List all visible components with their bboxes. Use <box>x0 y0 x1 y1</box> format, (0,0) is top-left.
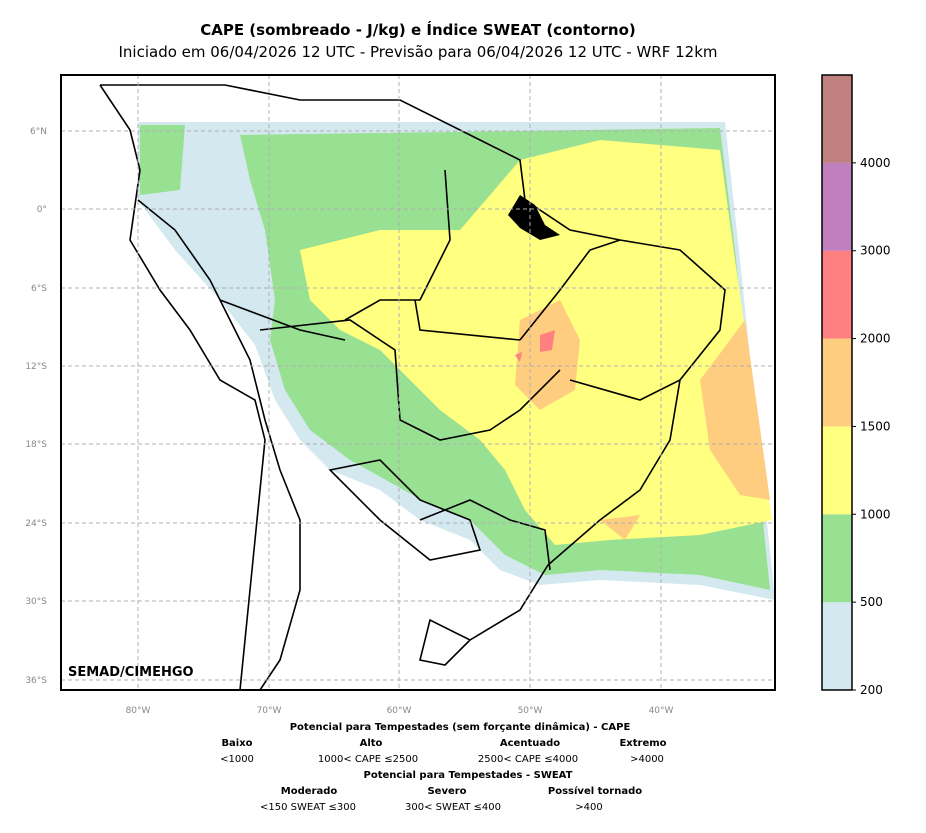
colorbar-tick-label: 200 <box>860 683 883 697</box>
cape-level-range: >4000 <box>630 754 664 765</box>
sweat-level-label: Moderado <box>280 786 338 797</box>
lat-tick: 36°S <box>25 676 47 686</box>
colorbar-tick-label: 1500 <box>860 419 891 433</box>
lon-tick: 40°W <box>649 706 674 716</box>
lat-tick: 6°S <box>31 284 47 294</box>
cape-level-label: Alto <box>359 738 383 749</box>
colorbar-segment <box>822 250 852 339</box>
lat-tick: 0° <box>37 205 47 215</box>
cape-level-label: Acentuado <box>499 738 561 749</box>
sweat-level-range: 300< SWEAT ≤400 <box>404 802 502 813</box>
graticule <box>61 75 775 690</box>
sweat-level-range: <150 SWEAT ≤300 <box>259 802 357 813</box>
lat-tick: 6°N <box>30 127 47 137</box>
lat-tick: 30°S <box>25 597 47 607</box>
cape-level-label: Baixo <box>221 738 253 749</box>
lon-tick-labels: 80°W 70°W 60°W 50°W 40°W <box>126 706 674 716</box>
cape-level-range: <1000 <box>220 754 254 765</box>
figure-subtitle: Iniciado em 06/04/2026 12 UTC - Previsão… <box>118 43 718 61</box>
colorbar-segment <box>822 338 852 427</box>
colorbar-segment <box>822 426 852 515</box>
sweat-legend-title: Potencial para Tempestades - SWEAT <box>363 770 573 781</box>
colorbar-segment <box>822 162 852 251</box>
colorbar-tick-label: 4000 <box>860 156 891 170</box>
sweat-contours-amapa <box>508 195 560 240</box>
lat-tick: 18°S <box>25 440 47 450</box>
figure-title: CAPE (sombreado - J/kg) e Índice SWEAT (… <box>200 21 636 39</box>
cape-field <box>99 84 775 690</box>
colorbar-tick-label: 2000 <box>860 332 891 346</box>
cape-level-range: 2500< CAPE ≤4000 <box>477 754 579 765</box>
sweat-level-label: Possível tornado <box>547 786 643 797</box>
country-borders <box>99 84 726 690</box>
sweat-level-label: Severo <box>427 786 467 797</box>
colorbar-segment <box>822 602 852 690</box>
lat-tick: 24°S <box>25 519 47 529</box>
colorbar-frame <box>821 74 853 691</box>
colorbar-segment <box>822 514 852 603</box>
colorbar-tick-label: 1000 <box>860 507 891 521</box>
cape-level-range: 1000< CAPE ≤2500 <box>317 754 419 765</box>
colorbar-tick-label: 500 <box>860 595 883 609</box>
sweat-level-range: >400 <box>575 802 603 813</box>
cape-legend-title: Potencial para Tempestades (sem forçante… <box>289 722 631 733</box>
credit-label: SEMAD/CIMEHGO <box>68 665 194 680</box>
cape-level-label: Extremo <box>619 738 667 749</box>
map-frame <box>60 74 776 691</box>
lat-tick-labels: 6°N 0° 6°S 12°S 18°S 24°S 30°S 36°S <box>25 127 47 686</box>
cape-red-area <box>515 330 555 362</box>
colorbar: 200 500 1000 1500 2000 3000 4000 <box>821 74 891 697</box>
colorbar-tick-label: 3000 <box>860 244 891 258</box>
cape-orange-area <box>515 300 770 540</box>
colorbar-segment <box>822 75 852 163</box>
lat-tick: 12°S <box>25 362 47 372</box>
lon-tick: 50°W <box>518 706 543 716</box>
lon-tick: 60°W <box>387 706 412 716</box>
lon-tick: 80°W <box>126 706 151 716</box>
lon-tick: 70°W <box>257 706 282 716</box>
